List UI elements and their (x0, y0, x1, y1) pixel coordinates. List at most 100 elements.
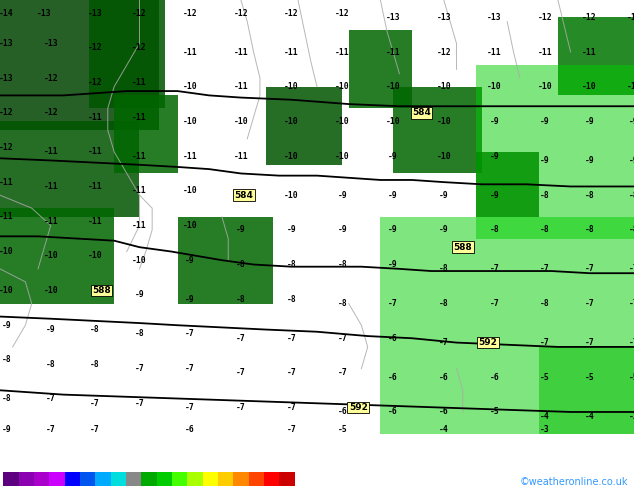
Text: -10: -10 (183, 186, 198, 196)
Text: -9: -9 (185, 256, 195, 265)
Text: -42: -42 (29, 487, 39, 490)
Text: -7: -7 (134, 399, 145, 408)
Text: -10: -10 (385, 82, 401, 91)
Text: -9: -9 (388, 225, 398, 234)
Text: -7: -7 (489, 265, 500, 273)
Bar (0, 208, 114, 304)
Text: -10: -10 (0, 286, 14, 295)
Text: -7: -7 (287, 334, 297, 343)
Text: 6: 6 (155, 487, 158, 490)
Text: 36: 36 (230, 487, 237, 490)
Text: -10: -10 (335, 151, 350, 161)
Text: -11: -11 (233, 151, 249, 161)
Text: -10: -10 (626, 82, 634, 91)
Text: -8: -8 (337, 299, 347, 308)
Text: -10: -10 (284, 151, 299, 161)
Text: -10: -10 (436, 151, 451, 161)
Text: -7: -7 (46, 394, 56, 403)
Text: -7: -7 (388, 299, 398, 308)
Text: -9: -9 (134, 291, 145, 299)
Text: 48: 48 (260, 487, 268, 490)
Text: -8: -8 (629, 191, 634, 199)
Text: -10: -10 (183, 117, 198, 126)
Text: -11: -11 (487, 48, 502, 56)
Text: -6: -6 (388, 373, 398, 382)
Text: -12: -12 (0, 108, 14, 117)
Text: -10: -10 (183, 221, 198, 230)
Text: -12: -12 (538, 13, 553, 22)
Text: 0: 0 (139, 487, 143, 490)
Text: -7: -7 (629, 299, 634, 308)
Text: -9: -9 (337, 191, 347, 199)
Text: -11: -11 (538, 48, 553, 56)
Text: -9: -9 (236, 225, 246, 234)
Text: -7: -7 (90, 399, 100, 408)
Text: -30: -30 (60, 487, 70, 490)
Text: 42: 42 (245, 487, 253, 490)
Text: -7: -7 (236, 334, 246, 343)
Text: 18: 18 (183, 487, 191, 490)
Text: -12: -12 (436, 48, 451, 56)
Text: -10: -10 (487, 82, 502, 91)
Text: -8: -8 (90, 360, 100, 369)
Text: -7: -7 (134, 364, 145, 373)
Text: -10: -10 (233, 117, 249, 126)
Text: -9: -9 (489, 151, 500, 161)
Text: -10: -10 (132, 256, 147, 265)
Text: -12: -12 (132, 43, 147, 52)
Text: -9: -9 (1, 425, 11, 434)
Text: -9: -9 (1, 321, 11, 330)
Text: -7: -7 (585, 338, 595, 347)
Text: -14: -14 (0, 8, 14, 18)
Text: -8: -8 (337, 260, 347, 269)
Text: -12: -12 (582, 13, 597, 22)
Text: -9: -9 (489, 191, 500, 199)
Text: -11: -11 (132, 221, 147, 230)
Text: -8: -8 (287, 260, 297, 269)
Text: -13: -13 (87, 8, 103, 18)
Text: -10: -10 (538, 82, 553, 91)
Text: -8: -8 (46, 360, 56, 369)
Text: -10: -10 (183, 82, 198, 91)
Text: -7: -7 (337, 334, 347, 343)
Text: -7: -7 (540, 338, 550, 347)
Text: -8: -8 (1, 355, 11, 365)
Text: -11: -11 (87, 147, 103, 156)
Bar (114, 96, 178, 173)
Text: -11: -11 (132, 113, 147, 122)
Bar (89, 0, 165, 108)
Bar (393, 87, 482, 173)
Text: -11: -11 (87, 217, 103, 226)
Text: -9: -9 (46, 325, 56, 334)
Text: -12: -12 (0, 143, 14, 152)
Text: -5: -5 (489, 408, 500, 416)
Bar (349, 30, 412, 108)
Text: -3: -3 (540, 425, 550, 434)
Text: 592: 592 (479, 338, 498, 347)
Text: -11: -11 (43, 147, 58, 156)
Text: -6: -6 (489, 373, 500, 382)
Text: -7: -7 (236, 368, 246, 377)
Text: -7: -7 (236, 403, 246, 412)
Text: -10: -10 (87, 251, 103, 260)
Text: -24: -24 (75, 487, 85, 490)
Text: -9: -9 (540, 117, 550, 126)
Text: -11: -11 (132, 186, 147, 196)
Text: -8: -8 (540, 225, 550, 234)
Text: -5: -5 (585, 373, 595, 382)
Text: -9: -9 (388, 260, 398, 269)
Text: Tu 28-05-2024 12:00 UTC (12+72): Tu 28-05-2024 12:00 UTC (12+72) (418, 438, 628, 448)
Text: -8: -8 (540, 299, 550, 308)
Text: -9: -9 (439, 225, 449, 234)
Text: -12: -12 (233, 8, 249, 18)
Text: -9: -9 (540, 156, 550, 165)
Bar (266, 87, 342, 165)
Text: -6: -6 (388, 334, 398, 343)
Text: -11: -11 (385, 48, 401, 56)
Text: -10: -10 (0, 247, 14, 256)
Text: -9: -9 (388, 151, 398, 161)
Text: -9: -9 (585, 117, 595, 126)
Text: -8: -8 (287, 294, 297, 304)
Text: -7: -7 (585, 265, 595, 273)
Text: -6: -6 (123, 487, 129, 490)
